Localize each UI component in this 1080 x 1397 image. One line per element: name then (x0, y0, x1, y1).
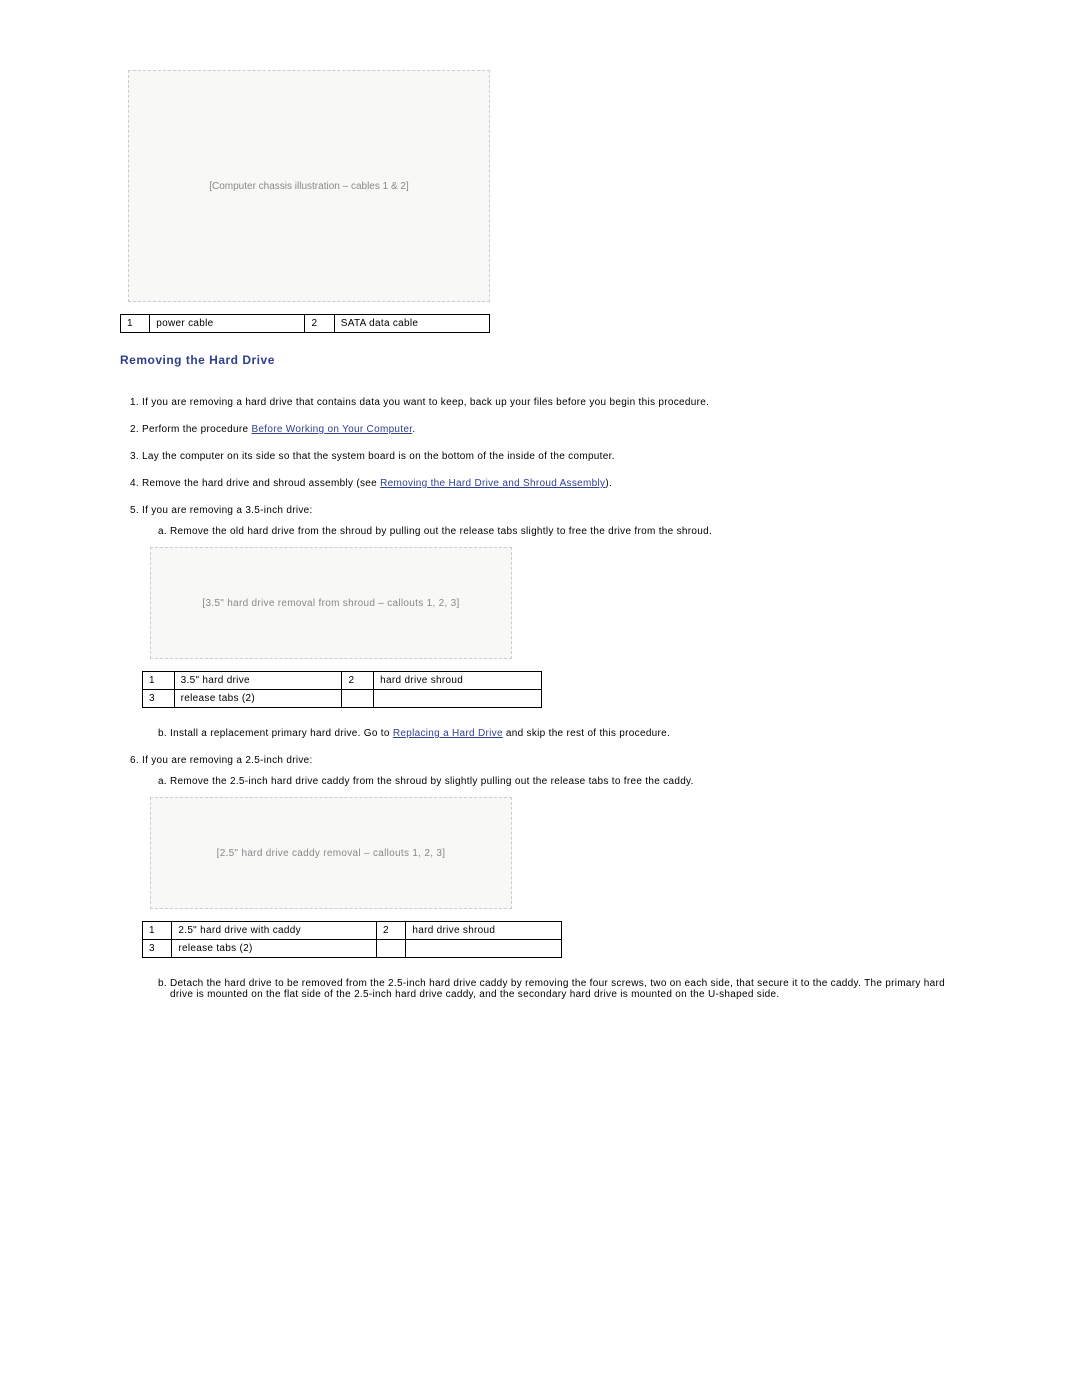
legend-label: hard drive shroud (374, 672, 542, 690)
legend-label (406, 940, 562, 958)
legend-label: release tabs (2) (172, 940, 377, 958)
legend-label: power cable (150, 315, 305, 333)
legend-label: 2.5" hard drive with caddy (172, 922, 377, 940)
legend-table-35: 1 3.5" hard drive 2 hard drive shroud 3 … (142, 671, 542, 708)
procedure-list: If you are removing a hard drive that co… (120, 397, 960, 1000)
step-4-pre: Remove the hard drive and shroud assembl… (142, 478, 380, 489)
page-content: [Computer chassis illustration – cables … (0, 0, 1080, 1076)
step-5-substeps: Remove the old hard drive from the shrou… (142, 526, 960, 537)
legend-table-cables: 1 power cable 2 SATA data cable (120, 314, 490, 333)
legend-number (376, 940, 405, 958)
legend-label: 3.5" hard drive (174, 672, 342, 690)
legend-label: release tabs (2) (174, 690, 342, 708)
legend-number: 2 (342, 672, 374, 690)
table-row: 1 2.5" hard drive with caddy 2 hard driv… (143, 922, 562, 940)
step-2-pre: Perform the procedure (142, 424, 251, 435)
step-6a: Remove the 2.5-inch hard drive caddy fro… (170, 776, 960, 787)
legend-number: 1 (121, 315, 150, 333)
step-5-text: If you are removing a 3.5-inch drive: (142, 505, 313, 516)
step-6: If you are removing a 2.5-inch drive: Re… (142, 755, 960, 1000)
figure-placeholder: [Computer chassis illustration – cables … (128, 70, 490, 302)
legend-number: 1 (143, 672, 175, 690)
legend-number (342, 690, 374, 708)
table-row: 3 release tabs (2) (143, 940, 562, 958)
table-row: 3 release tabs (2) (143, 690, 542, 708)
step-1: If you are removing a hard drive that co… (142, 397, 960, 408)
step-6-substeps: Remove the 2.5-inch hard drive caddy fro… (142, 776, 960, 787)
step-5: If you are removing a 3.5-inch drive: Re… (142, 505, 960, 739)
legend-number: 3 (143, 940, 172, 958)
legend-number: 2 (305, 315, 334, 333)
link-removing-shroud-assembly[interactable]: Removing the Hard Drive and Shroud Assem… (380, 478, 605, 489)
figure-placeholder: [3.5" hard drive removal from shroud – c… (150, 547, 512, 659)
figure-chassis-cables: [Computer chassis illustration – cables … (120, 70, 960, 302)
legend-table-25: 1 2.5" hard drive with caddy 2 hard driv… (142, 921, 562, 958)
legend-label: SATA data cable (334, 315, 489, 333)
figure-placeholder: [2.5" hard drive caddy removal – callout… (150, 797, 512, 909)
step-2: Perform the procedure Before Working on … (142, 424, 960, 435)
step-4: Remove the hard drive and shroud assembl… (142, 478, 960, 489)
link-replacing-hard-drive[interactable]: Replacing a Hard Drive (393, 728, 503, 739)
link-before-working[interactable]: Before Working on Your Computer (251, 424, 412, 435)
legend-label (374, 690, 542, 708)
step-6-text: If you are removing a 2.5-inch drive: (142, 755, 313, 766)
step-6-substeps-cont: Detach the hard drive to be removed from… (142, 978, 960, 1000)
step-5a: Remove the old hard drive from the shrou… (170, 526, 960, 537)
legend-label: hard drive shroud (406, 922, 562, 940)
step-5b-pre: Install a replacement primary hard drive… (170, 728, 393, 739)
table-row: 1 3.5" hard drive 2 hard drive shroud (143, 672, 542, 690)
step-5b: Install a replacement primary hard drive… (170, 728, 960, 739)
legend-number: 2 (376, 922, 405, 940)
step-6b: Detach the hard drive to be removed from… (170, 978, 960, 1000)
table-row: 1 power cable 2 SATA data cable (121, 315, 490, 333)
figure-25-caddy: [2.5" hard drive caddy removal – callout… (142, 797, 960, 909)
step-5-substeps-cont: Install a replacement primary hard drive… (142, 728, 960, 739)
legend-number: 3 (143, 690, 175, 708)
section-heading: Removing the Hard Drive (120, 353, 960, 367)
step-2-post: . (412, 424, 415, 435)
step-4-post: ). (605, 478, 612, 489)
step-3: Lay the computer on its side so that the… (142, 451, 960, 462)
figure-35-shroud: [3.5" hard drive removal from shroud – c… (142, 547, 960, 659)
legend-number: 1 (143, 922, 172, 940)
step-5b-post: and skip the rest of this procedure. (503, 728, 670, 739)
